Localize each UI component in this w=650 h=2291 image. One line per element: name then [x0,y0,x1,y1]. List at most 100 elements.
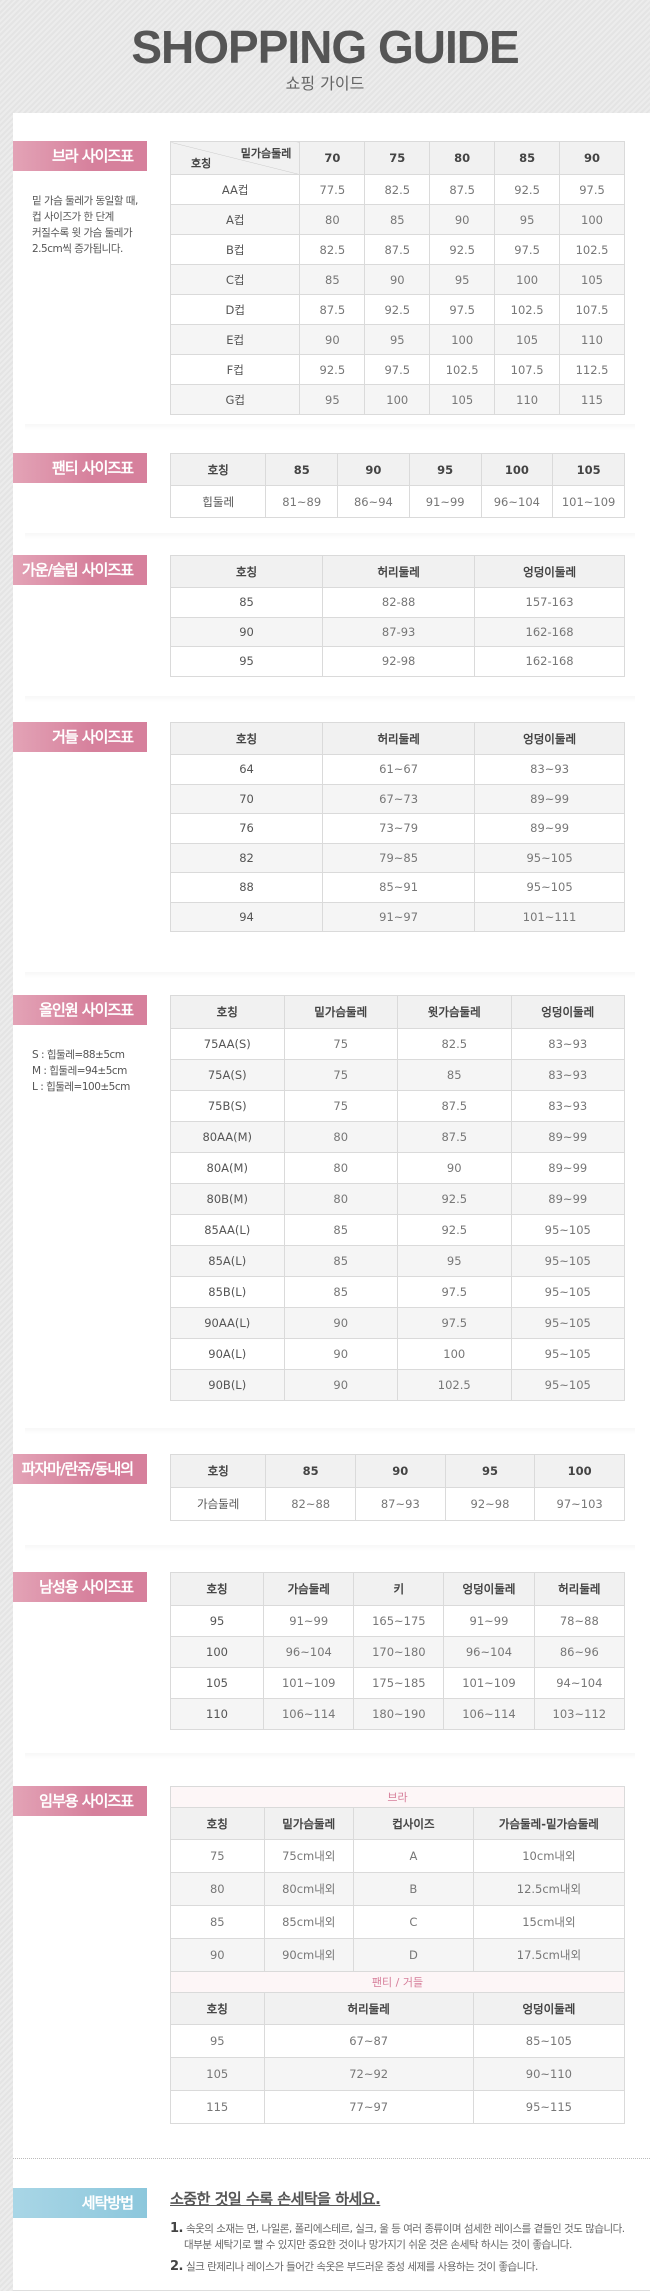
value-cell: 102.5 [397,1369,512,1401]
column-header: 호칭 [169,1454,267,1488]
value-cell: 95~105 [510,1245,625,1277]
panty-size-label: 팬티 사이즈표 [13,453,147,483]
value-cell: 105 [494,324,561,355]
pajama-size-table: 호칭 85 90 95 100 가슴둘레 82~88 87~93 92~98 97~103 [169,1454,625,1521]
value-cell: 77~97 [263,2090,474,2124]
header-row: 호칭 85 90 95 100 105 [169,453,625,486]
table-row: D컵 87.5 92.5 97.5 102.5 107.5 [169,294,625,325]
column-header: 허리둘레 [533,1572,626,1606]
value-cell: 96~104 [263,1636,355,1668]
row-label-cell: 80AA(M) [170,1121,285,1153]
value-cell: 86~94 [337,485,410,518]
item-text: 실크 란제리나 레이스가 들어간 속옷은 부드러운 중성 세제를 사용하는 것이… [185,2261,538,2273]
value-cell: 180~190 [353,1698,445,1730]
row-label-cell: A컵 [169,204,301,235]
note-line: 밑 가슴 둘레가 동일할 때, [32,195,138,207]
value-cell: 80 [283,1152,398,1184]
column-header: 80 [429,141,496,175]
note-line: 컵 사이즈가 한 단계 [32,211,114,223]
row-label-cell: 90AA(L) [170,1307,285,1339]
table-row: 75A(S) 75 85 83~93 [170,1059,625,1091]
column-header: 90 [354,1454,446,1488]
table-row: B컵 82.5 87.5 92.5 97.5 102.5 [169,234,625,265]
value-cell: 105 [559,264,625,295]
value-cell: 106~114 [443,1698,535,1730]
row-label-cell: 85B(L) [170,1276,285,1308]
table-row: 85AA(L) 85 92.5 95~105 [170,1214,625,1246]
value-cell: 92.5 [364,294,431,325]
value-cell: 92.5 [299,354,366,385]
column-header: 100 [534,1454,625,1488]
value-cell: 77.5 [299,174,366,205]
value-cell: 87.5 [429,174,496,205]
value-cell: 97.5 [494,234,561,265]
note-line: S : 힙둘레=88±5cm [32,1049,125,1061]
value-cell: 75 [283,1028,398,1060]
table-row: F컵 92.5 97.5 102.5 107.5 112.5 [169,354,625,385]
subheader-bra: 브라 [170,1786,625,1808]
value-cell: 115 [559,384,625,415]
row-label-cell: 75A(S) [170,1059,285,1091]
row-label-cell: 80 [170,1872,265,1906]
divider [25,1428,635,1434]
value-cell: 97.5 [397,1307,512,1339]
value-cell: 90 [283,1369,398,1401]
row-label-cell: 100 [169,1636,265,1668]
value-cell: 95~105 [510,1276,625,1308]
table-row: 70 67~73 89~99 [169,783,625,814]
row-label-cell: 82 [169,842,324,873]
value-cell: 67~73 [322,783,476,814]
value-cell: 85~91 [322,872,476,903]
value-cell: 91~99 [443,1605,535,1637]
value-cell: 100 [364,384,431,415]
bra-note: 밑 가슴 둘레가 동일할 때, 컵 사이즈가 한 단계 커질수록 윗 가슴 둘레… [32,193,138,257]
row-label-cell: 75B(S) [170,1090,285,1122]
value-cell: 95 [397,1245,512,1277]
row-label-cell: 95 [169,1605,265,1637]
value-cell: 157-163 [474,587,625,618]
table-row: 80B(M) 80 92.5 89~99 [170,1183,625,1215]
row-label-cell: 64 [169,754,324,785]
header-row: 호칭 밑가슴둘레 컵사이즈 가슴둘레-밑가슴둘레 [170,1807,626,1840]
value-cell: 92.5 [429,234,496,265]
divider [25,1545,635,1551]
row-label-cell: 70 [169,783,324,814]
column-header: 허리둘레 [322,555,476,588]
value-cell: 175~185 [353,1667,445,1699]
value-cell: 96~104 [443,1636,535,1668]
value-cell: 87-93 [322,616,476,647]
table-row: 90B(L) 90 102.5 95~105 [170,1369,625,1401]
value-cell: 97.5 [397,1276,512,1308]
value-cell: 92~98 [444,1487,536,1521]
wash-heading: 소중한 것일 수록 손세탁을 하세요. [170,2190,381,2208]
column-header: 호칭 [169,555,324,588]
note-line: 커질수록 윗 가슴 둘레가 [32,227,133,239]
header-row: 호칭 85 90 95 100 [169,1454,625,1488]
row-label-cell: G컵 [169,384,301,415]
value-cell: 75cm내외 [263,1839,354,1873]
value-cell: 110 [494,384,561,415]
value-cell: 97.5 [559,174,625,205]
allinone-size-table: 호칭 밑가슴둘레 윗가슴둘레 엉덩이둘레 75AA(S) 75 82.5 83~93 75A(S… [170,995,625,1401]
value-cell: 95~105 [474,872,625,903]
table-row: 80AA(M) 80 87.5 89~99 [170,1121,625,1153]
value-cell: 95~105 [510,1369,625,1401]
column-header: 호칭 [169,722,324,755]
value-cell: 80cm내외 [263,1872,354,1906]
column-header: 키 [353,1572,445,1606]
value-cell: 83~93 [510,1059,625,1091]
value-cell: 79~85 [322,842,476,873]
value-cell: 90 [283,1338,398,1370]
column-header: 허리둘레 [322,722,476,755]
column-header: 95 [444,1454,536,1488]
value-cell: 12.5cm내외 [472,1872,626,1906]
column-header: 90 [559,141,625,175]
column-header: 윗가슴둘레 [397,995,512,1029]
row-label-cell: 105 [169,1667,265,1699]
row-label-cell: 85AA(L) [170,1214,285,1246]
item-number: 1. [170,2221,183,2236]
row-label-cell: 가슴둘레 [169,1487,267,1521]
table-row: AA컵 77.5 82.5 87.5 92.5 97.5 [169,174,625,205]
row-label-cell: 88 [169,872,324,903]
value-cell: 95~105 [474,842,625,873]
